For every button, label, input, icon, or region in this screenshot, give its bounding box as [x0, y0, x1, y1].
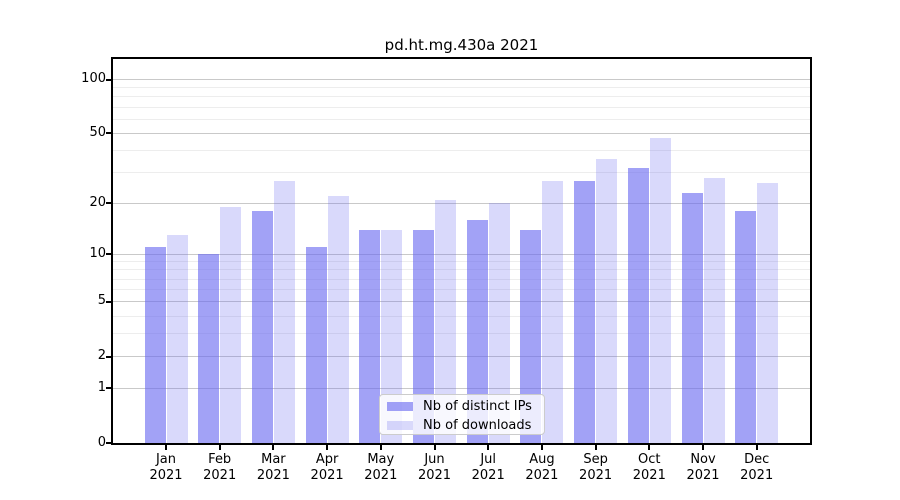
bar-mar-ips — [251, 211, 273, 443]
y-tick-label: 20 — [89, 194, 106, 210]
plot-inner — [113, 59, 810, 443]
bar-may-ips — [359, 229, 381, 443]
y-tick-label: 0 — [97, 434, 106, 450]
minor-gridline — [113, 278, 810, 280]
x-tick-mark — [379, 445, 382, 450]
y-tick-label: 1 — [97, 379, 106, 395]
major-gridline — [113, 79, 810, 80]
x-tick-label-sep: Sep 2021 — [579, 452, 613, 483]
bar-dec-downloads — [757, 183, 779, 443]
plot-area — [111, 57, 812, 445]
y-tick-mark — [106, 387, 111, 390]
bar-feb-downloads — [220, 207, 242, 443]
bar-jul-ips — [466, 219, 488, 443]
y-tick-label: 2 — [97, 348, 106, 363]
major-gridline — [113, 253, 810, 255]
bar-feb-ips — [198, 254, 220, 443]
y-tick-mark — [106, 202, 111, 205]
major-gridline — [113, 132, 810, 134]
bar-jan-downloads — [166, 235, 188, 443]
bar-apr-ips — [305, 247, 327, 443]
x-tick-mark — [218, 445, 221, 450]
x-tick-mark — [755, 445, 758, 450]
legend: Nb of distinct IPs Nb of downloads — [379, 394, 545, 435]
y-tick-mark — [106, 300, 111, 303]
bar-oct-downloads — [649, 138, 671, 443]
x-tick-mark — [433, 445, 436, 450]
x-tick-mark — [594, 445, 597, 450]
legend-label: Nb of distinct IPs — [423, 399, 532, 414]
chart-title: pd.ht.mg.430a 2021 — [384, 36, 539, 54]
bar-mar-downloads — [273, 180, 295, 443]
x-tick-label-apr: Apr 2021 — [310, 452, 344, 483]
y-tick-mark — [106, 253, 111, 256]
x-tick-label-jan: Jan 2021 — [149, 452, 183, 483]
bar-may-downloads — [381, 229, 403, 443]
bar-jun-ips — [413, 229, 434, 443]
legend-label: Nb of downloads — [423, 418, 532, 433]
bar-aug-downloads — [542, 180, 564, 443]
bar-jun-downloads — [435, 199, 456, 443]
x-tick-label-feb: Feb 2021 — [203, 452, 237, 483]
x-tick-mark — [702, 445, 704, 450]
minor-gridline — [113, 333, 810, 335]
bar-nov-ips — [681, 192, 703, 443]
minor-gridline — [113, 172, 810, 173]
minor-gridline — [113, 87, 810, 89]
y-tick-mark — [106, 132, 111, 135]
minor-gridline — [113, 315, 810, 317]
y-tick-label: 50 — [89, 124, 106, 140]
x-tick-mark — [272, 445, 275, 450]
legend-swatch-icon — [387, 402, 413, 411]
x-tick-label-oct: Oct 2021 — [632, 452, 666, 483]
bar-aug-ips — [520, 229, 542, 443]
legend-item: Nb of distinct IPs — [380, 397, 544, 416]
bar-sep-ips — [574, 180, 596, 443]
legend-swatch-icon — [387, 421, 413, 430]
minor-gridline — [113, 118, 810, 120]
x-tick-mark — [540, 445, 543, 450]
bar-sep-downloads — [596, 158, 618, 443]
y-tick-mark — [106, 78, 111, 81]
minor-gridline — [113, 106, 810, 108]
x-tick-mark — [648, 445, 651, 450]
x-tick-label-jun: Jun 2021 — [417, 452, 452, 483]
major-gridline — [113, 202, 810, 204]
y-tick-label: 100 — [81, 71, 106, 86]
x-tick-label-nov: Nov 2021 — [686, 452, 720, 483]
bar-jan-ips — [144, 247, 166, 443]
x-tick-label-aug: Aug 2021 — [525, 452, 559, 483]
major-gridline — [113, 387, 810, 389]
minor-gridline — [113, 150, 810, 151]
major-gridline — [113, 356, 810, 357]
y-tick-label: 10 — [89, 245, 106, 261]
x-tick-mark — [487, 445, 490, 450]
minor-gridline — [113, 261, 810, 263]
legend-item: Nb of downloads — [380, 416, 544, 435]
x-tick-label-mar: Mar 2021 — [256, 452, 290, 483]
bar-dec-ips — [735, 211, 757, 443]
x-tick-label-jul: Jul 2021 — [471, 452, 505, 483]
x-tick-label-may: May 2021 — [364, 452, 398, 483]
minor-gridline — [113, 289, 810, 291]
x-tick-mark — [326, 445, 329, 450]
y-tick-label: 5 — [97, 293, 106, 309]
bar-apr-downloads — [327, 196, 349, 443]
minor-gridline — [113, 96, 810, 98]
minor-gridline — [113, 269, 810, 271]
bar-oct-ips — [627, 167, 649, 443]
y-tick-mark — [106, 442, 111, 444]
x-tick-label-dec: Dec 2021 — [740, 452, 774, 483]
bar-jul-downloads — [488, 203, 510, 443]
major-gridline — [113, 301, 810, 303]
x-tick-mark — [165, 445, 167, 450]
y-tick-mark — [106, 355, 111, 358]
bar-nov-downloads — [703, 177, 725, 443]
